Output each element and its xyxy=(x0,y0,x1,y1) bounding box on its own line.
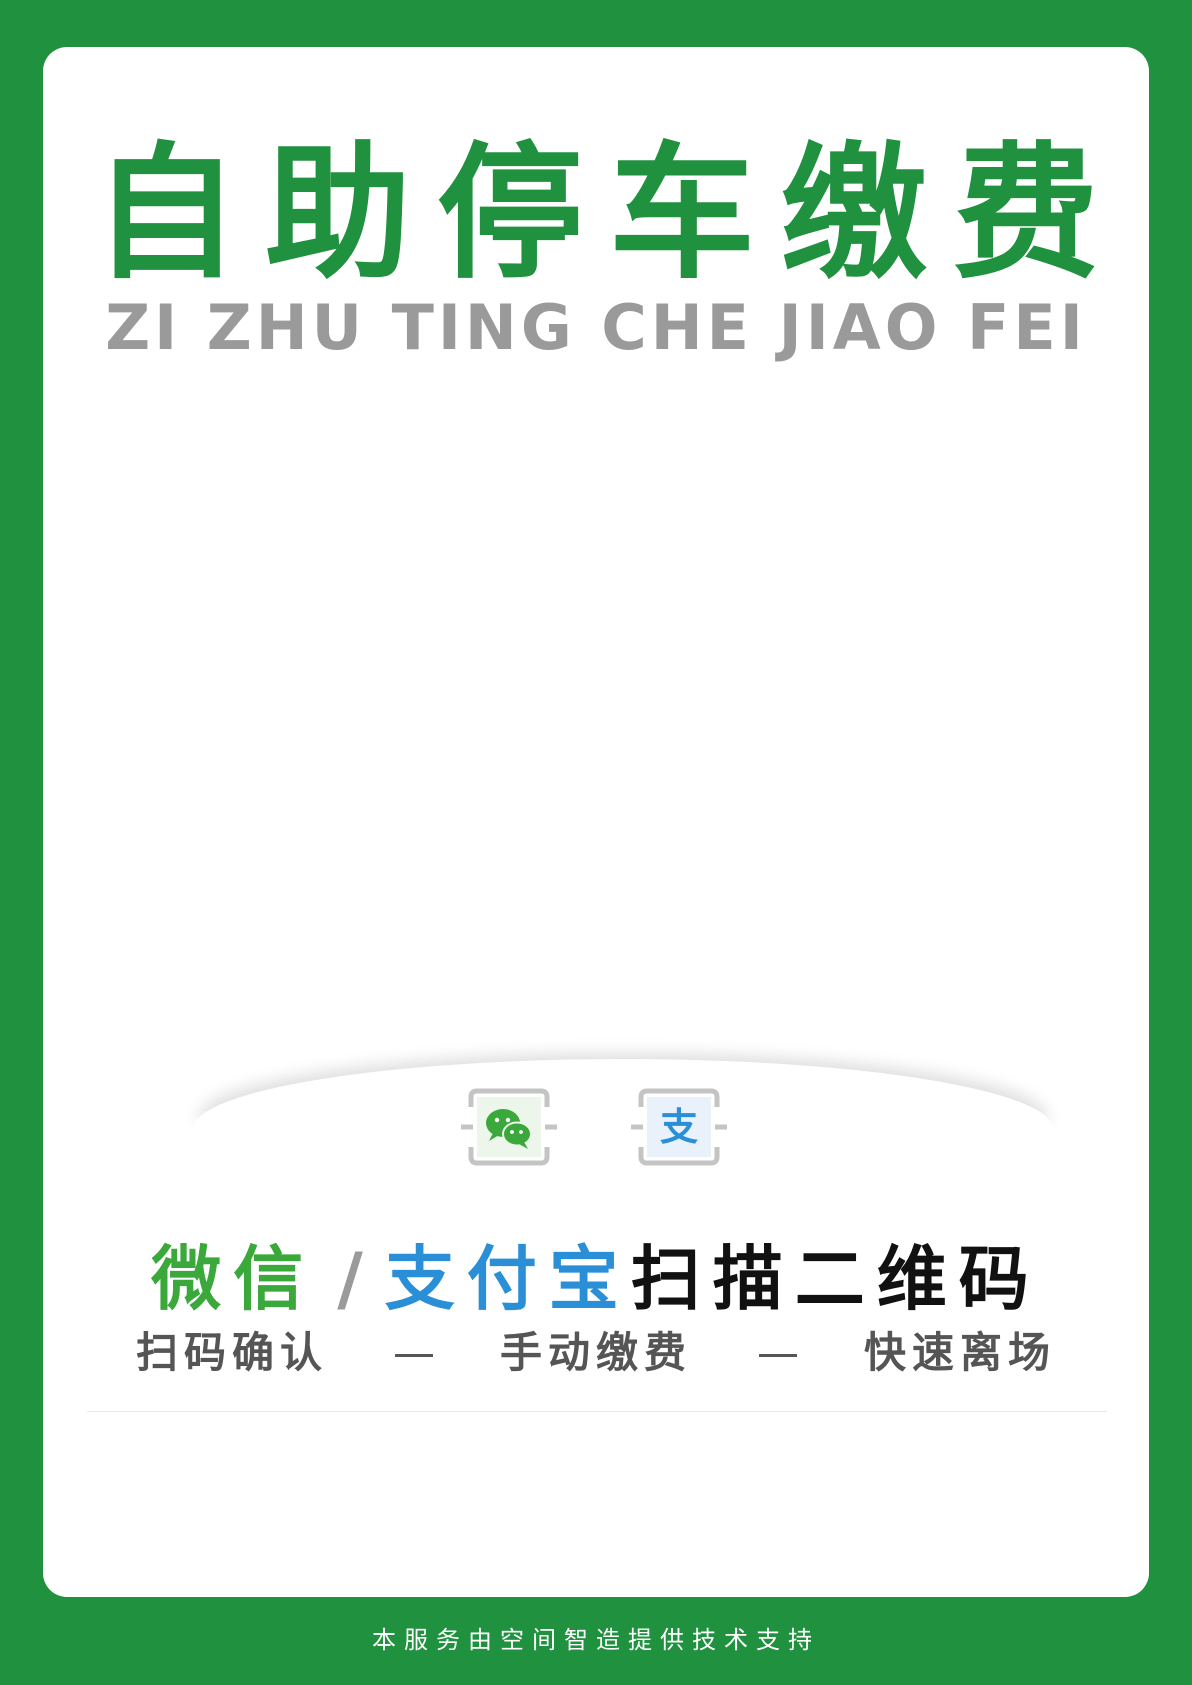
wechat-icon xyxy=(461,1087,557,1167)
step-quick-exit: 快速离场 xyxy=(863,1328,1056,1377)
steps-row: 扫码确认 — 手动缴费 — 快速离场 xyxy=(136,1325,1056,1381)
step-separator: — xyxy=(393,1328,435,1377)
poster-card: 自助停车缴费 ZI ZHU TING CHE JIAO FEI xyxy=(43,47,1149,1597)
poster-pinyin: ZI ZHU TING CHE JIAO FEI xyxy=(105,291,1087,364)
step-separator: — xyxy=(756,1328,799,1377)
step-manual-pay: 手动缴费 xyxy=(499,1328,692,1377)
headline-alipay: 支付宝 xyxy=(384,1238,631,1320)
alipay-glyph: 支 xyxy=(660,1105,698,1149)
footer-credit: 本服务由空间智造提供技术支持 xyxy=(372,1626,820,1654)
headline-slash: / xyxy=(337,1238,363,1320)
headline-scan: 扫描二维码 xyxy=(630,1238,1041,1320)
divider xyxy=(87,1411,1107,1412)
scan-headline: 微信 / 支付宝扫描二维码 xyxy=(43,1237,1149,1321)
step-scan-confirm: 扫码确认 xyxy=(136,1328,329,1377)
alipay-icon: 支 xyxy=(631,1087,727,1167)
headline-wechat: 微信 xyxy=(151,1238,316,1320)
poster-title: 自助停车缴费 xyxy=(93,129,1125,299)
